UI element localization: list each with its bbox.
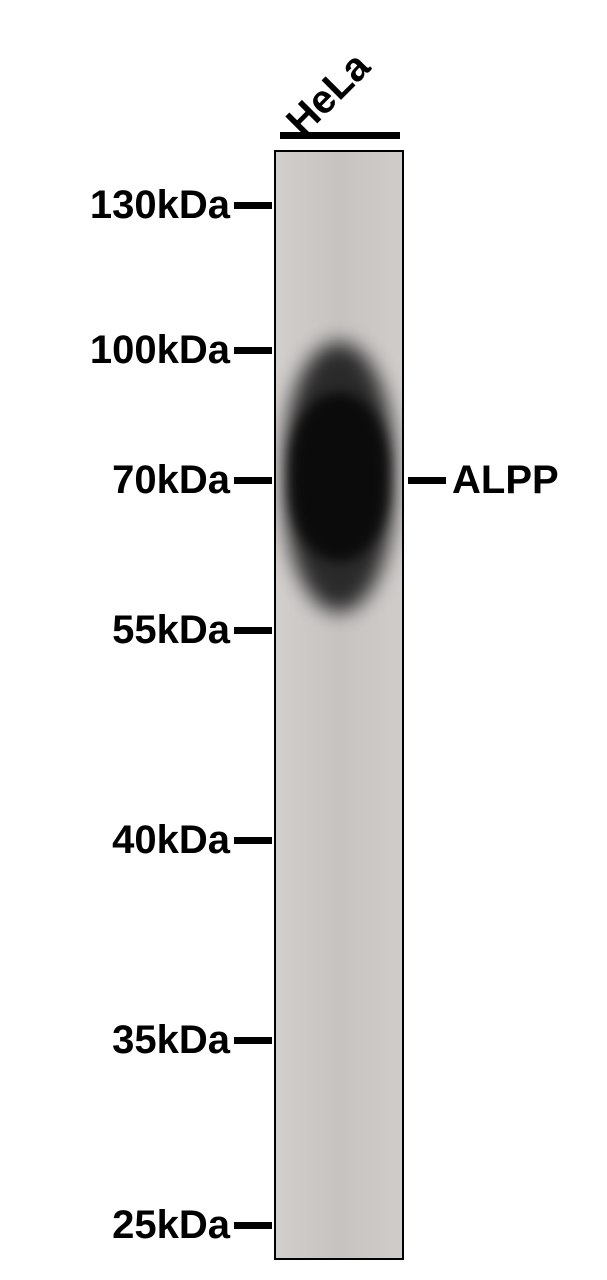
marker-label: 55kDa xyxy=(112,608,230,653)
marker-label: 40kDa xyxy=(112,818,230,863)
marker-label: 130kDa xyxy=(90,183,230,228)
band-annotation-tick xyxy=(408,477,446,484)
marker-tick xyxy=(234,837,272,844)
protein-band-inner xyxy=(289,392,389,562)
band-annotation-label: ALPP xyxy=(452,458,559,503)
western-blot-figure: HeLa 130kDa 100kDa 70kDa 55kDa 40kDa 35k… xyxy=(0,0,607,1280)
marker-tick xyxy=(234,202,272,209)
blot-lane xyxy=(274,150,404,1260)
sample-label-hela: HeLa xyxy=(278,44,379,145)
marker-tick xyxy=(234,1222,272,1229)
marker-tick xyxy=(234,1037,272,1044)
lane-header-bar xyxy=(280,132,400,139)
marker-label: 100kDa xyxy=(90,328,230,373)
marker-label: 25kDa xyxy=(112,1203,230,1248)
marker-tick xyxy=(234,627,272,634)
marker-label: 35kDa xyxy=(112,1018,230,1063)
marker-label: 70kDa xyxy=(112,458,230,503)
marker-tick xyxy=(234,477,272,484)
marker-tick xyxy=(234,347,272,354)
